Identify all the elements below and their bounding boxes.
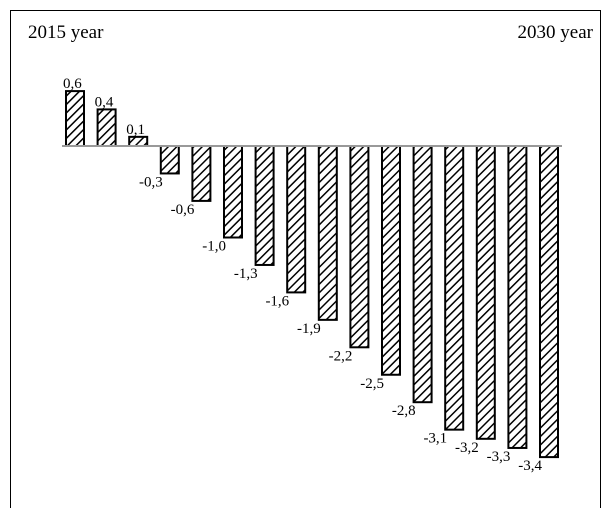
bar-2027 bbox=[444, 145, 465, 431]
end-year-label: 2030 year bbox=[517, 22, 593, 43]
bar-2030 bbox=[539, 145, 559, 459]
data-labels-group: 0,6 0,4 0,1 -0,3 -0,6 -1,0 -1,3 -1,6 -1,9 -2,2 -2,… bbox=[63, 76, 542, 474]
data-label-2021: -1,3 bbox=[234, 266, 258, 282]
data-label-2030: -3,4 bbox=[518, 458, 542, 474]
data-label-2027: -3,1 bbox=[423, 431, 447, 447]
data-label-2023: -1,9 bbox=[297, 321, 321, 337]
bar-2017 bbox=[128, 135, 149, 148]
bar-2018 bbox=[159, 145, 180, 175]
bar-2019 bbox=[191, 145, 212, 202]
data-label-2022: -1,6 bbox=[265, 293, 289, 309]
data-label-2028: -3,2 bbox=[455, 440, 479, 456]
bar-2022 bbox=[286, 145, 307, 294]
data-label-2015: 0,6 bbox=[63, 76, 82, 92]
bar-2023 bbox=[317, 145, 338, 321]
chart-frame bbox=[10, 10, 601, 508]
data-label-2016: 0,4 bbox=[95, 94, 114, 110]
bar-2024 bbox=[349, 145, 370, 349]
data-label-2024: -2,2 bbox=[329, 348, 353, 364]
data-label-2018: -0,3 bbox=[139, 174, 163, 190]
data-label-2020: -1,0 bbox=[202, 239, 226, 255]
bar-2026 bbox=[412, 145, 433, 404]
start-year-label: 2015 year bbox=[28, 22, 104, 43]
bar-2029 bbox=[507, 145, 528, 449]
bars-group bbox=[65, 90, 559, 459]
data-label-2025: -2,5 bbox=[360, 376, 384, 392]
data-label-2026: -2,8 bbox=[392, 403, 416, 419]
bar-2025 bbox=[381, 145, 401, 376]
data-label-2029: -3,3 bbox=[487, 449, 511, 465]
bar-2020 bbox=[223, 145, 243, 239]
bar-2028 bbox=[475, 145, 496, 440]
bar-2016 bbox=[96, 108, 117, 147]
data-label-2019: -0,6 bbox=[171, 202, 195, 218]
bar-2015 bbox=[65, 90, 85, 147]
data-label-2017: 0,1 bbox=[126, 122, 145, 138]
bar-2021 bbox=[254, 145, 275, 266]
